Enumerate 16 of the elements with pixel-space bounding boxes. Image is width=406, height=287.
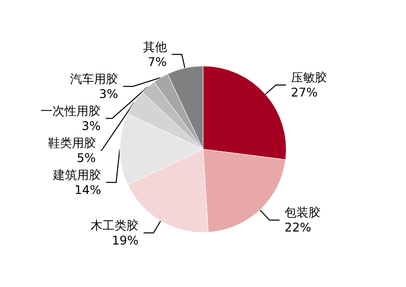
data-label: 19% [112,233,139,248]
data-label: 3% [99,86,118,101]
data-label: 7% [148,54,167,69]
slice-label: 建筑用胶 [52,168,102,182]
slice-label: 木工类胶 [90,218,139,232]
slice-label: 汽车用胶 [70,72,118,86]
data-label: 5% [76,150,96,165]
slice-label: 其他 [142,40,167,54]
slice-label: 一次性用胶 [40,104,101,118]
slice-label: 包装胶 [284,206,321,220]
data-label: 22% [284,220,312,235]
slice-label: 压敏胶 [290,70,327,84]
data-label: 14% [74,182,102,197]
data-label: 3% [82,118,101,133]
data-label: 27% [290,85,318,100]
slice-label: 鞋类用胶 [48,136,96,150]
